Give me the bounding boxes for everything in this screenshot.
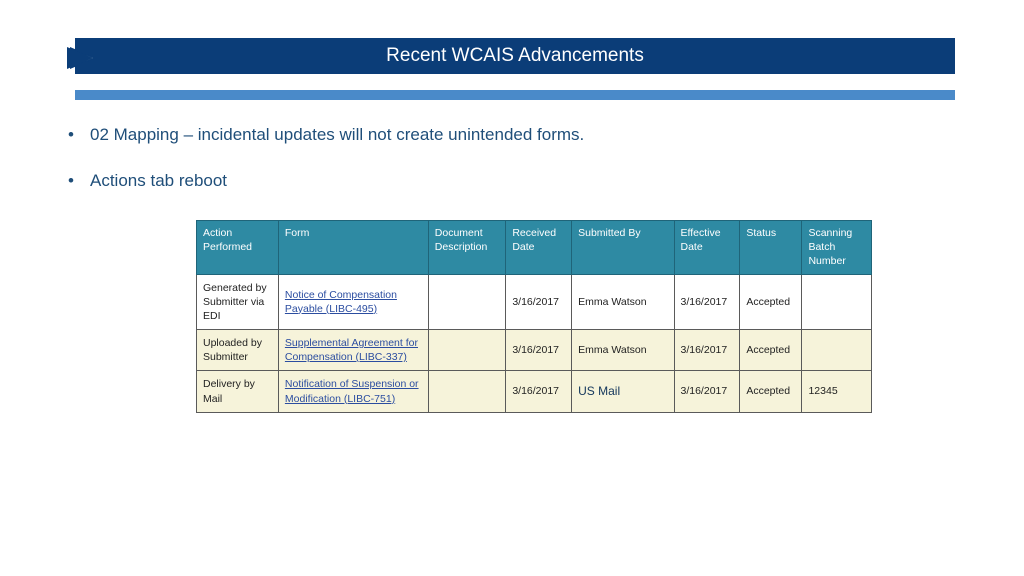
cell-action: Delivery by Mail: [197, 371, 279, 412]
actions-table-wrap: Action Performed Form Document Descripti…: [196, 220, 872, 413]
cell-status: Accepted: [740, 274, 802, 330]
cell-received: 3/16/2017: [506, 274, 572, 330]
col-document-description: Document Description: [428, 221, 506, 275]
col-submitted-by: Submitted By: [572, 221, 674, 275]
cell-form-link[interactable]: Notification of Suspension or Modificati…: [285, 378, 419, 404]
cell-status: Accepted: [740, 330, 802, 371]
cell-batch: [802, 274, 872, 330]
title-underline: [75, 90, 955, 100]
cell-form-link[interactable]: Notice of Compensation Payable (LIBC-495…: [285, 289, 397, 315]
cell-submitted-by: Emma Watson: [572, 330, 674, 371]
cell-doc: [428, 274, 506, 330]
table-row: Uploaded by SubmitterSupplemental Agreem…: [197, 330, 872, 371]
cell-submitted-by-text: US Mail: [578, 384, 620, 398]
table-row: Generated by Submitter via EDINotice of …: [197, 274, 872, 330]
cell-batch: [802, 330, 872, 371]
slide-title: Recent WCAIS Advancements: [75, 38, 955, 74]
cell-doc: [428, 330, 506, 371]
bullet-list: 02 Mapping – incidental updates will not…: [66, 125, 584, 217]
bullet-item: Actions tab reboot: [66, 171, 584, 191]
cell-effective: 3/16/2017: [674, 330, 740, 371]
cell-form: Supplemental Agreement for Compensation …: [278, 330, 428, 371]
actions-table: Action Performed Form Document Descripti…: [196, 220, 872, 413]
cell-form-link[interactable]: Supplemental Agreement for Compensation …: [285, 337, 418, 363]
cell-doc: [428, 371, 506, 412]
cell-submitted-by: US Mail: [572, 371, 674, 412]
cell-submitted-by: Emma Watson: [572, 274, 674, 330]
cell-form: Notice of Compensation Payable (LIBC-495…: [278, 274, 428, 330]
col-form: Form: [278, 221, 428, 275]
title-arrow-decoration: [69, 49, 93, 67]
table-body: Generated by Submitter via EDINotice of …: [197, 274, 872, 412]
cell-action: Uploaded by Submitter: [197, 330, 279, 371]
col-received-date: Received Date: [506, 221, 572, 275]
cell-received: 3/16/2017: [506, 330, 572, 371]
title-bar: Recent WCAIS Advancements: [75, 38, 955, 100]
bullet-item: 02 Mapping – incidental updates will not…: [66, 125, 584, 145]
cell-received: 3/16/2017: [506, 371, 572, 412]
col-action-performed: Action Performed: [197, 221, 279, 275]
cell-status: Accepted: [740, 371, 802, 412]
cell-action: Generated by Submitter via EDI: [197, 274, 279, 330]
table-row: Delivery by MailNotification of Suspensi…: [197, 371, 872, 412]
col-status: Status: [740, 221, 802, 275]
col-scanning-batch-number: Scanning Batch Number: [802, 221, 872, 275]
cell-effective: 3/16/2017: [674, 371, 740, 412]
col-effective-date: Effective Date: [674, 221, 740, 275]
cell-effective: 3/16/2017: [674, 274, 740, 330]
table-header-row: Action Performed Form Document Descripti…: [197, 221, 872, 275]
cell-form: Notification of Suspension or Modificati…: [278, 371, 428, 412]
cell-batch: 12345: [802, 371, 872, 412]
